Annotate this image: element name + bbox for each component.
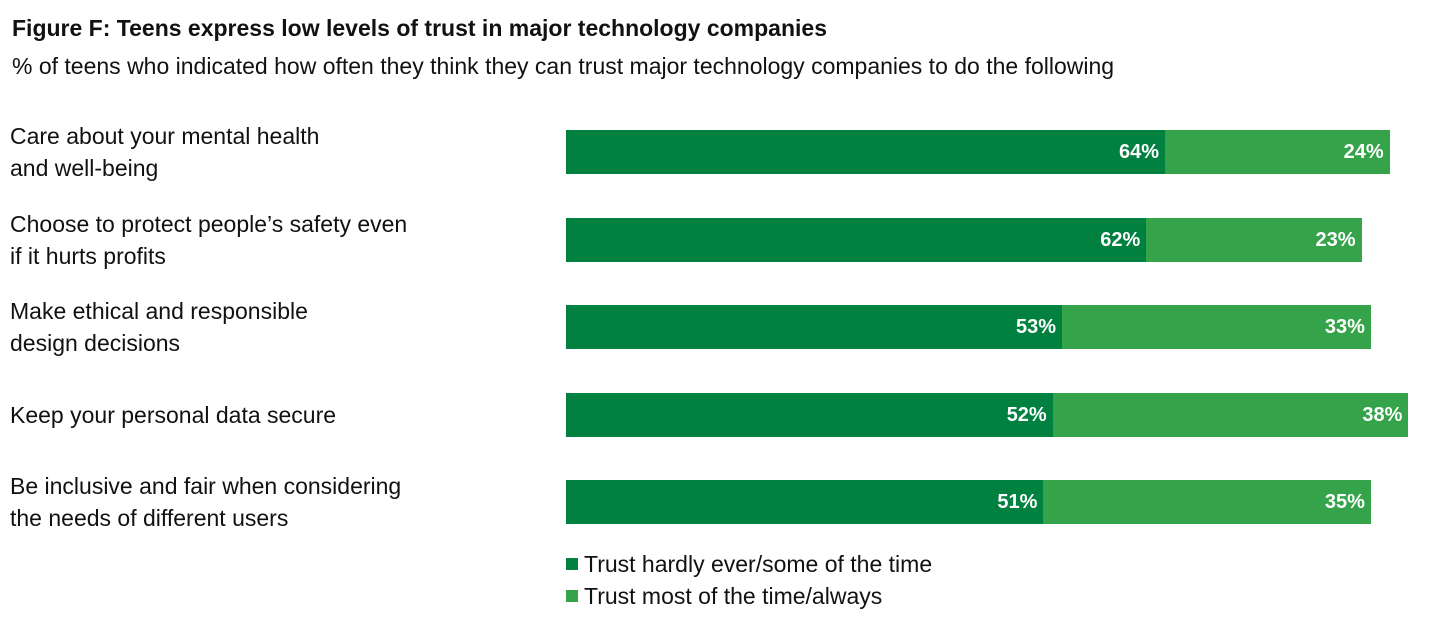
- legend-item-trust-most: Trust most of the time/always: [566, 580, 932, 612]
- bar-trust-most-of-the-time-always-5: [1043, 480, 1371, 524]
- category-label-4: Keep your personal data secure: [10, 401, 337, 428]
- legend-swatch-series2: [566, 590, 578, 602]
- bar-trust-hardly-ever-some-of-the-time-2: [566, 217, 1147, 262]
- bar-trust-most-of-the-time-always-3: [1062, 305, 1371, 349]
- bar-trust-hardly-ever-some-of-the-time-5: [566, 480, 1044, 524]
- data-label-trust-most-of-the-time-always-5: 35%: [1324, 491, 1365, 513]
- chart-subtitle: % of teens who indicated how often they …: [12, 53, 1115, 79]
- data-label-trust-hardly-ever-some-of-the-time-5: 51%: [997, 491, 1038, 513]
- legend-item-trust-hardly-ever: Trust hardly ever/some of the time: [566, 548, 932, 580]
- data-label-trust-hardly-ever-some-of-the-time-4: 52%: [1006, 403, 1047, 426]
- legend-label-series2: Trust most of the time/always: [584, 582, 883, 609]
- legend-swatch-series1: [566, 558, 578, 570]
- legend: Trust hardly ever/some of the time Trust…: [566, 548, 932, 612]
- data-label-trust-most-of-the-time-always-3: 33%: [1324, 316, 1365, 338]
- legend-label-series1: Trust hardly ever/some of the time: [584, 550, 933, 577]
- category-label-5: Be inclusive and fair when considering t…: [10, 473, 402, 531]
- bar-trust-most-of-the-time-always-4: [1052, 392, 1409, 437]
- bar-trust-most-of-the-time-always-2: [1146, 217, 1362, 262]
- category-label-1: Care about your mental health and well-b…: [10, 123, 320, 181]
- bar-trust-most-of-the-time-always-1: [1165, 130, 1390, 174]
- bar-trust-hardly-ever-some-of-the-time-1: [566, 130, 1166, 174]
- data-label-trust-hardly-ever-some-of-the-time-1: 64%: [1119, 141, 1160, 163]
- category-label-3: Make ethical and responsible design deci…: [10, 298, 308, 356]
- category-label-2: Choose to protect people’s safety even i…: [10, 210, 408, 269]
- bar-trust-hardly-ever-some-of-the-time-3: [566, 305, 1063, 349]
- data-label-trust-hardly-ever-some-of-the-time-2: 62%: [1100, 228, 1141, 251]
- data-label-trust-most-of-the-time-always-2: 23%: [1315, 228, 1356, 251]
- chart-title: Figure F: Teens express low levels of tr…: [12, 15, 827, 41]
- data-label-trust-hardly-ever-some-of-the-time-3: 53%: [1016, 316, 1057, 338]
- data-label-trust-most-of-the-time-always-4: 38%: [1362, 403, 1403, 426]
- data-label-trust-most-of-the-time-always-1: 24%: [1343, 141, 1384, 163]
- bar-trust-hardly-ever-some-of-the-time-4: [566, 392, 1053, 437]
